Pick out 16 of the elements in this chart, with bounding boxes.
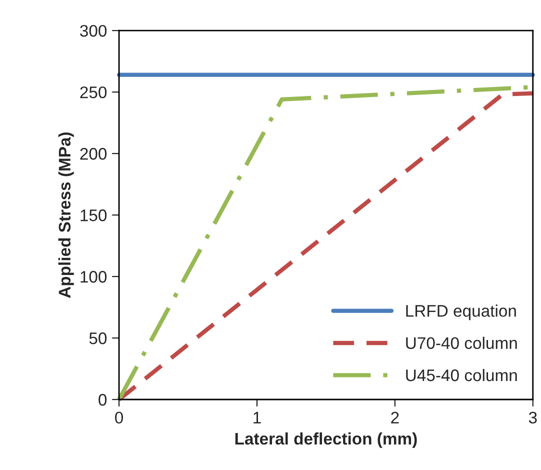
x-tick-label: 2 xyxy=(391,412,399,424)
x-tick-label: 3 xyxy=(528,412,537,424)
y-tick-label: 50 xyxy=(89,332,107,344)
y-tick-label: 150 xyxy=(80,209,107,222)
legend-label: LRFD equation xyxy=(406,304,516,320)
x-axis-title: Lateral deflection (mm) xyxy=(235,432,417,448)
y-axis-title: Applied Stress (MPa) xyxy=(58,132,74,298)
legend-label: U70-40 column xyxy=(406,336,517,350)
y-tick-label: 300 xyxy=(80,24,107,37)
x-tick-label: 0 xyxy=(115,412,124,424)
x-tick-label: 1 xyxy=(254,412,261,424)
legend-label: U45-40 column xyxy=(406,368,517,382)
y-tick-label: 250 xyxy=(80,86,107,98)
y-tick-label: 200 xyxy=(80,148,107,160)
y-tick-label: 0 xyxy=(98,394,107,406)
y-tick-label: 100 xyxy=(80,270,107,283)
